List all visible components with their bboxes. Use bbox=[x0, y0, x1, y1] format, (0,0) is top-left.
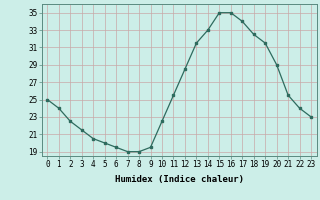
X-axis label: Humidex (Indice chaleur): Humidex (Indice chaleur) bbox=[115, 175, 244, 184]
